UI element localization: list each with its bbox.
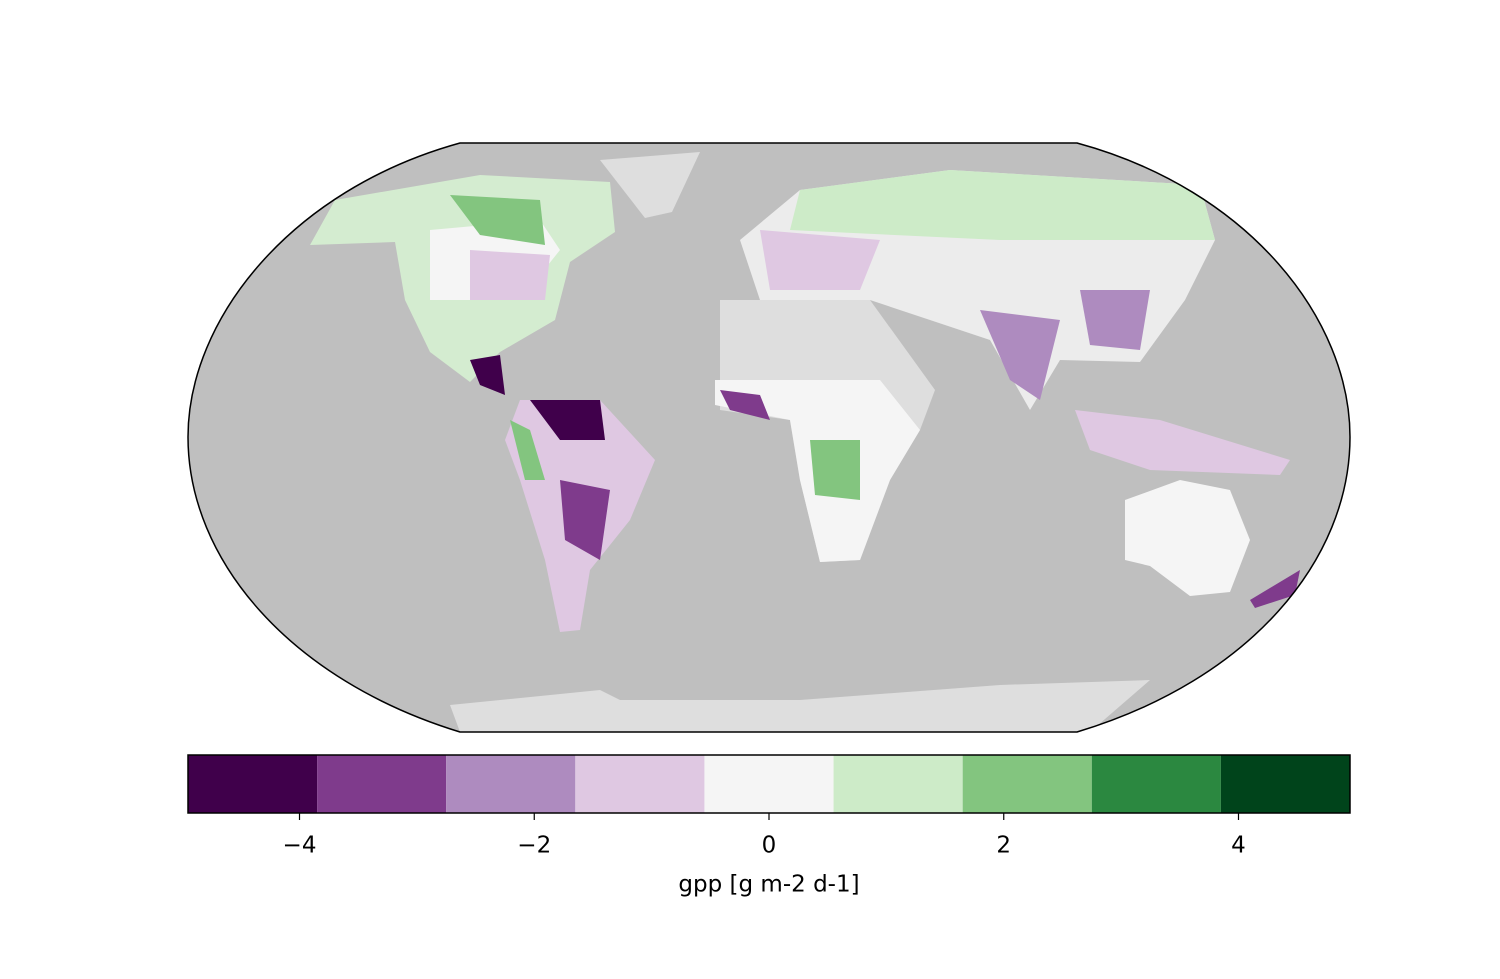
tick-label: 4 <box>1231 833 1246 859</box>
colorbar-segment <box>446 755 576 813</box>
colorbar-segment <box>962 755 1092 813</box>
land <box>310 152 1300 732</box>
colorbar-segment <box>1091 755 1221 813</box>
map <box>187 142 1351 733</box>
colorbar-segment <box>188 755 318 813</box>
tick-label: −4 <box>283 833 317 859</box>
tick-label: 0 <box>762 833 777 859</box>
tick-label: 2 <box>996 833 1011 859</box>
map-border <box>187 142 1351 733</box>
colorbar-segment <box>833 755 963 813</box>
colorbar-label: gpp [g m-2 d-1] <box>678 872 859 898</box>
colorbar-segment <box>704 755 834 813</box>
colorbar-segment <box>317 755 447 813</box>
colorbar-segment <box>1220 755 1350 813</box>
colorbar-segment <box>575 755 705 813</box>
tick-label: −2 <box>517 833 551 859</box>
colorbar: −4 −2 0 2 4 <box>187 754 1351 859</box>
